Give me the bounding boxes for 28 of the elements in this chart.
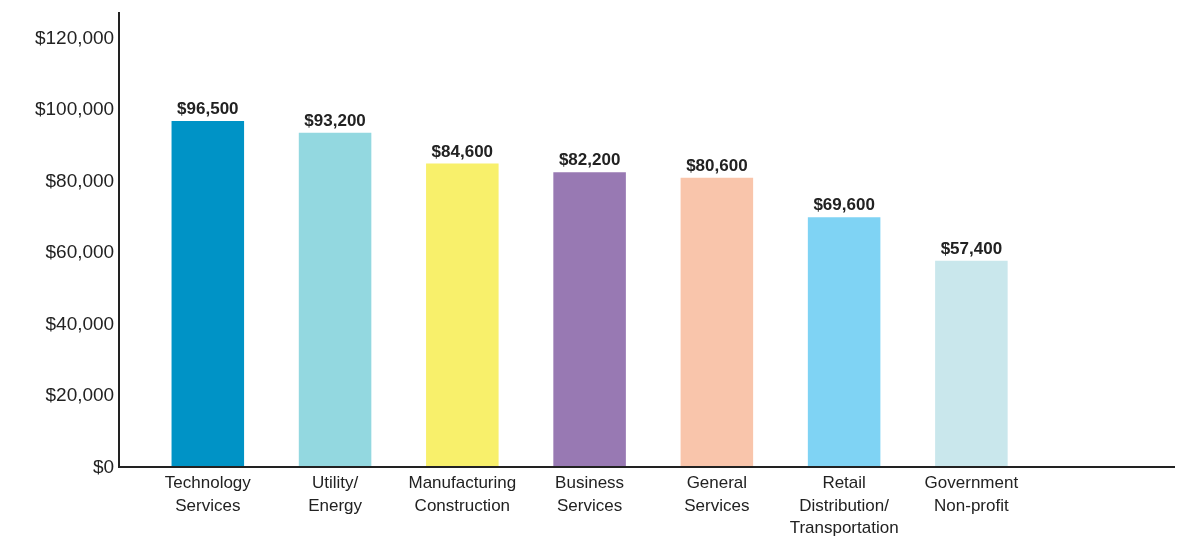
data-label: $82,200 <box>558 150 621 170</box>
y-tick-label: $0 <box>93 455 115 477</box>
x-tick-label: Utility/ Energy <box>308 473 363 515</box>
data-label: $69,600 <box>813 195 875 215</box>
bar <box>426 163 499 466</box>
y-tick-label: $40,000 <box>45 312 115 334</box>
bar <box>171 121 245 466</box>
x-tick-label: Government Non-profit <box>924 473 1019 515</box>
y-tick-label: $100,000 <box>34 98 115 120</box>
x-tick-label: Business Services <box>555 473 625 515</box>
bar <box>298 132 372 466</box>
bar <box>935 260 1008 466</box>
x-tick-label: Retail Distribution/ Transportation <box>789 473 899 537</box>
bar <box>553 172 626 466</box>
x-tick-label: General Services <box>684 473 750 515</box>
data-label: $84,600 <box>431 141 494 161</box>
bar <box>807 217 881 466</box>
data-label: $93,200 <box>304 110 366 130</box>
data-label: $57,400 <box>940 238 1003 258</box>
x-tick-label: Manufacturing Construction <box>408 473 517 515</box>
y-tick-label: $60,000 <box>45 241 115 263</box>
bar <box>680 177 754 466</box>
y-tick-label: $80,000 <box>45 169 115 191</box>
x-tick-label: Technology Services <box>164 473 252 515</box>
data-label: $96,500 <box>177 99 239 119</box>
data-label: $80,600 <box>686 155 748 175</box>
y-tick-label: $120,000 <box>34 26 115 48</box>
y-tick-label: $20,000 <box>45 384 115 406</box>
